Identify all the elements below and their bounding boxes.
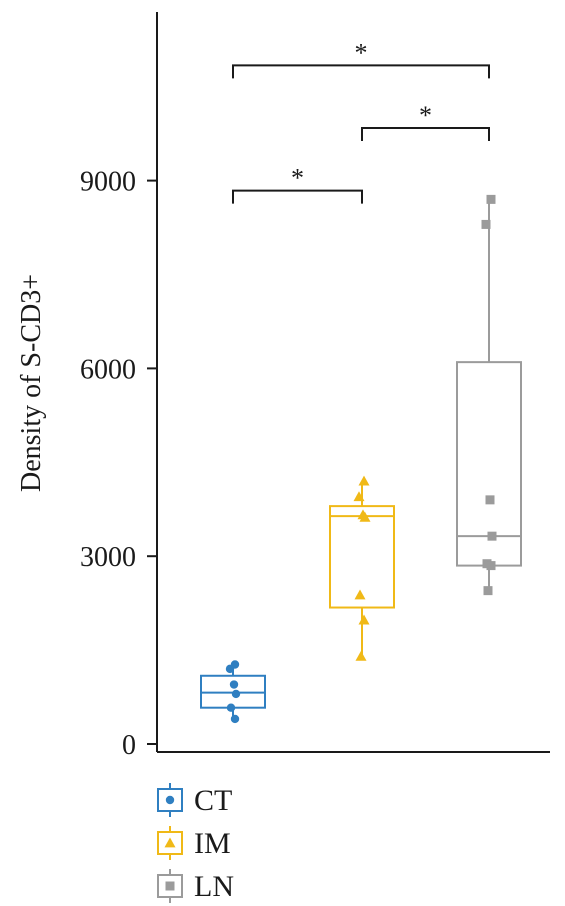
y-ticks: 0 3000 6000 9000 <box>80 167 157 761</box>
point-ln <box>487 531 497 541</box>
boxes <box>200 199 522 719</box>
y-tick-label-6000: 6000 <box>80 354 136 385</box>
point-im <box>353 491 365 502</box>
box-im <box>329 481 395 657</box>
bracket-line <box>232 189 363 204</box>
axes: 0 3000 6000 9000 Density of S-CD3+ <box>16 12 550 761</box>
legend-marker <box>164 837 176 848</box>
legend-item-ln: LN <box>157 869 234 903</box>
significance-bracket: * <box>361 101 490 141</box>
point-ln <box>485 495 495 505</box>
significance-bracket: * <box>232 164 363 204</box>
point-im <box>355 650 367 661</box>
point-im <box>354 589 366 600</box>
legend-label: LN <box>194 870 234 903</box>
point-ln <box>481 219 491 229</box>
legend-label: IM <box>194 827 231 860</box>
point-ln <box>483 586 493 596</box>
y-tick-label-3000: 3000 <box>80 542 136 573</box>
point-im <box>358 614 370 625</box>
iqr-box <box>329 505 395 609</box>
significance-label: * <box>355 38 368 67</box>
point-im <box>358 475 370 486</box>
legend-item-im: IM <box>157 826 231 860</box>
bracket-line <box>232 64 490 79</box>
point-ln <box>486 561 496 571</box>
y-axis-label: Density of S-CD3+ <box>16 274 47 492</box>
point-im <box>359 511 371 522</box>
bracket-line <box>361 127 490 141</box>
point-ct <box>229 680 239 689</box>
point-ct <box>231 689 241 699</box>
significance-bracket: * <box>232 38 490 79</box>
point-ct <box>230 714 240 724</box>
y-tick-label-9000: 9000 <box>80 167 136 198</box>
legend-marker <box>165 881 175 891</box>
y-tick-label-0: 0 <box>122 730 136 761</box>
legend-marker <box>165 795 175 805</box>
data-points <box>225 194 497 724</box>
significance-label: * <box>291 164 304 193</box>
significance-brackets: * * * <box>232 38 490 204</box>
legend-label: CT <box>194 784 232 817</box>
point-ct <box>226 703 236 712</box>
significance-label: * <box>419 101 432 130</box>
point-ct <box>225 664 235 674</box>
legend: CT IM LN <box>157 783 234 903</box>
point-ln <box>486 194 496 204</box>
legend-item-ct: CT <box>157 783 232 817</box>
